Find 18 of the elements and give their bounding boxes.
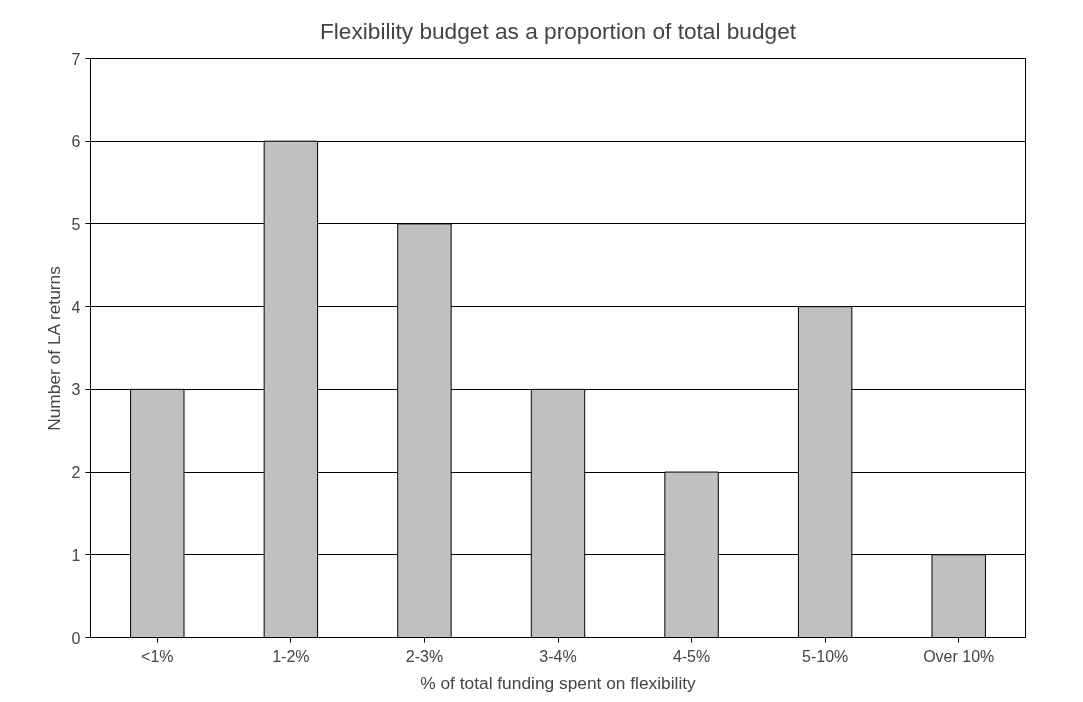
x-tick-label: 4-5% bbox=[672, 647, 711, 665]
y-axis-title: Number of LA returns bbox=[43, 265, 64, 431]
y-tick-label: 7 bbox=[71, 50, 81, 68]
x-tick-label: 3-4% bbox=[539, 647, 577, 665]
y-tick-label: 5 bbox=[71, 215, 81, 233]
x-tick-label: <1% bbox=[141, 647, 174, 665]
y-tick-label: 2 bbox=[71, 464, 81, 482]
x-tick-label: 5-10% bbox=[802, 647, 849, 665]
y-tick-label: 3 bbox=[71, 381, 81, 399]
y-tick-label: 4 bbox=[71, 298, 81, 316]
x-tick-label: Over 10% bbox=[923, 647, 995, 665]
y-tick-label: 6 bbox=[71, 133, 81, 151]
x-tick-label: 1-2% bbox=[272, 647, 310, 665]
chart-title: Flexibility budget as a proportion of total budget bbox=[319, 17, 797, 44]
y-tick-label: 1 bbox=[71, 546, 81, 564]
x-axis-title: % of total funding spent on flexibility bbox=[420, 672, 697, 693]
y-tick-label: 0 bbox=[71, 629, 81, 647]
x-tick-label: 2-3% bbox=[405, 647, 444, 665]
